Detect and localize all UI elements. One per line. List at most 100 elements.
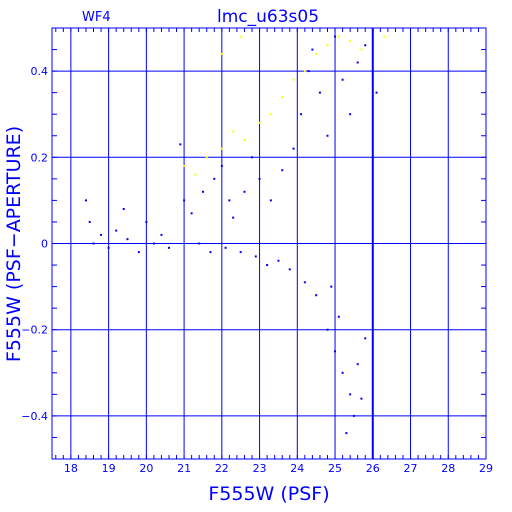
scatter-point	[349, 113, 352, 116]
scatter-point	[190, 212, 193, 215]
scatter-point	[383, 35, 386, 38]
scatter-point	[254, 255, 257, 258]
x-axis-title: F555W (PSF)	[208, 483, 329, 505]
scatter-point	[84, 199, 87, 202]
scatter-point	[239, 251, 242, 254]
scatter-point	[341, 78, 344, 81]
scatter-point	[145, 220, 148, 223]
scatter-point	[209, 251, 212, 254]
scatter-point	[183, 164, 186, 167]
scatter-point	[330, 285, 333, 288]
scatter-point	[220, 164, 223, 167]
scatter-point	[292, 147, 295, 150]
x-tick-label: 27	[404, 462, 418, 475]
scatter-point	[341, 371, 344, 374]
scatter-point	[92, 242, 95, 245]
scatter-point	[352, 414, 355, 417]
scatter-point	[303, 281, 306, 284]
scatter-point	[122, 208, 125, 211]
scatter-point	[356, 363, 359, 366]
scatter-point	[288, 268, 291, 271]
scatter-point	[228, 199, 231, 202]
y-tick-label: 0.2	[31, 151, 49, 164]
scatter-point	[326, 134, 329, 137]
scatter-point	[213, 177, 216, 180]
x-tick-label: 21	[177, 462, 191, 475]
scatter-point	[326, 44, 329, 47]
x-tick-labels: 18 19 20 21 22 23 24 25 26 27 28 29	[64, 462, 493, 475]
scatter-point	[115, 229, 118, 232]
x-tick-label: 25	[328, 462, 342, 475]
scatter-point	[243, 190, 246, 193]
scatter-point	[326, 328, 329, 331]
scatter-point	[281, 169, 284, 172]
scatter-point	[292, 78, 295, 81]
scatter-point	[232, 216, 235, 219]
scatter-point	[303, 70, 306, 73]
scatter-point	[337, 35, 340, 38]
x-tick-label: 26	[366, 462, 380, 475]
scatter-point	[258, 121, 261, 124]
scatter-point	[266, 264, 269, 267]
scatter-point	[356, 61, 359, 64]
x-tick-label: 23	[253, 462, 267, 475]
y-tick-labels: −0.4 −0.2 0 0.2 0.4	[21, 65, 48, 423]
scatter-point	[220, 52, 223, 55]
scatter-point	[152, 242, 155, 245]
scatter-point	[277, 259, 280, 262]
scatter-point	[375, 91, 378, 94]
x-tick-label: 18	[64, 462, 78, 475]
scatter-point	[318, 91, 321, 94]
scatter-point	[198, 242, 201, 245]
scatter-point	[179, 143, 182, 146]
scatter-point	[239, 35, 242, 38]
x-tick-label: 28	[441, 462, 455, 475]
x-tick-label: 19	[102, 462, 116, 475]
scatter-point	[315, 294, 318, 297]
scatter-point	[364, 337, 367, 340]
scatter-point	[258, 177, 261, 180]
scatter-point	[201, 190, 204, 193]
panel-label: WF4	[82, 10, 111, 25]
scatter-point	[160, 233, 163, 236]
scatter-point	[307, 70, 310, 73]
scatter-point	[315, 52, 318, 55]
scatter-point	[364, 44, 367, 47]
x-tick-label: 24	[290, 462, 304, 475]
scatter-point	[224, 246, 227, 249]
scatter-point	[167, 246, 170, 249]
scatter-point	[360, 397, 363, 400]
scatter-point	[183, 199, 186, 202]
y-tick-label: −0.2	[21, 324, 48, 337]
scatter-point	[281, 95, 284, 98]
scatter-point	[205, 156, 208, 159]
y-tick-label: −0.4	[21, 410, 48, 423]
scatter-point	[243, 139, 246, 142]
scatter-point	[345, 432, 348, 435]
axis-ticks	[52, 27, 487, 459]
chart-title: lmc_u63s05	[217, 7, 319, 27]
x-tick-label: 22	[215, 462, 229, 475]
scatter-point	[349, 393, 352, 396]
x-tick-label: 20	[139, 462, 153, 475]
y-tick-label: 0	[41, 238, 48, 251]
scatter-point	[334, 350, 337, 353]
y-axis-title: F555W (PSF−APERTURE)	[3, 126, 25, 362]
scatter-point	[334, 35, 337, 38]
scatter-point	[126, 238, 129, 241]
scatter-point	[194, 173, 197, 176]
scatter-point	[337, 315, 340, 318]
scatter-point	[349, 39, 352, 42]
y-tick-label: 0.4	[31, 65, 49, 78]
scatter-point	[100, 233, 103, 236]
scatter-point	[137, 251, 140, 254]
scatter-point	[251, 156, 254, 159]
scatter-point	[311, 48, 314, 51]
scatter-point	[269, 113, 272, 116]
scatter-point	[220, 147, 223, 150]
grid-lines	[52, 28, 486, 459]
scatter-point	[300, 113, 303, 116]
scatter-point	[269, 199, 272, 202]
x-tick-label: 29	[479, 462, 493, 475]
